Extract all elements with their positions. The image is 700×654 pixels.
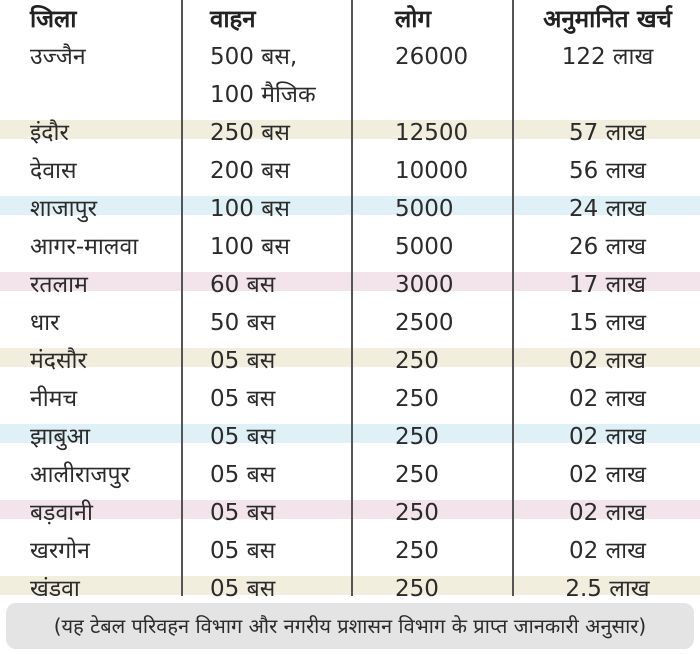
- column-divider: [351, 0, 353, 596]
- vehicles-cell: 05 बस: [210, 538, 276, 564]
- people-cell: 250: [395, 386, 439, 412]
- cost-cell: 26 लाख: [569, 234, 646, 260]
- cost-cell: 02 लाख: [569, 424, 646, 450]
- vehicles-cell: 05 बस: [210, 386, 276, 412]
- cost-cell: 02 लाख: [569, 500, 646, 526]
- source-footnote: (यह टेबल परिवहन विभाग और नगरीय प्रशासन व…: [6, 603, 694, 649]
- district-cell: रतलाम: [30, 272, 88, 298]
- cost-cell: 02 लाख: [569, 538, 646, 564]
- row-stripe: [0, 272, 700, 291]
- cost-cell: 17 लाख: [569, 272, 646, 298]
- cost-cell: 2.5 लाख: [565, 576, 650, 602]
- vehicles-cell: 05 बस: [210, 348, 276, 374]
- row-stripe: [0, 424, 700, 443]
- vehicles-cell: 500 बस, 100 मैजिक: [210, 38, 316, 114]
- people-cell: 250: [395, 538, 439, 564]
- district-cell: खंडवा: [30, 576, 80, 602]
- district-cell: देवास: [30, 158, 77, 184]
- district-cell: शाजापुर: [30, 196, 98, 222]
- vehicles-cell: 200 बस: [210, 158, 290, 184]
- vehicles-cell: 05 बस: [210, 500, 276, 526]
- cost-cell: 122 लाख: [561, 44, 654, 70]
- people-cell: 250: [395, 576, 439, 602]
- district-cell: आगर-मालवा: [30, 234, 139, 260]
- people-cell: 5000: [395, 196, 454, 222]
- cost-cell: 56 लाख: [569, 158, 646, 184]
- column-divider: [181, 0, 183, 596]
- district-cell: खरगोन: [30, 538, 90, 564]
- row-stripe: [0, 120, 700, 139]
- district-cell: धार: [30, 310, 60, 336]
- vehicles-cell: 05 बस: [210, 462, 276, 488]
- people-cell: 10000: [395, 158, 469, 184]
- vehicles-cell: 50 बस: [210, 310, 276, 336]
- row-stripe: [0, 576, 700, 595]
- people-cell: 5000: [395, 234, 454, 260]
- vehicles-cell: 250 बस: [210, 120, 290, 146]
- row-stripe: [0, 348, 700, 367]
- header-estimated-cost: अनुमानित खर्च: [543, 5, 672, 33]
- column-divider: [512, 0, 514, 596]
- people-cell: 250: [395, 500, 439, 526]
- header-district: जिला: [30, 5, 77, 33]
- district-cell: मंदसौर: [30, 348, 87, 374]
- cost-cell: 02 लाख: [569, 462, 646, 488]
- cost-cell: 02 लाख: [569, 348, 646, 374]
- cost-cell: 02 लाख: [569, 386, 646, 412]
- cost-cell: 15 लाख: [569, 310, 646, 336]
- vehicles-line: 100 मैजिक: [210, 82, 316, 108]
- vehicles-line: 500 बस,: [210, 44, 298, 70]
- district-cell: आलीराजपुर: [30, 462, 130, 488]
- vehicles-cell: 100 बस: [210, 234, 290, 260]
- row-stripe: [0, 500, 700, 519]
- people-cell: 250: [395, 348, 439, 374]
- vehicles-cell: 05 बस: [210, 576, 276, 602]
- people-cell: 2500: [395, 310, 454, 336]
- cost-cell: 57 लाख: [569, 120, 646, 146]
- people-cell: 12500: [395, 120, 469, 146]
- vehicles-cell: 100 बस: [210, 196, 290, 222]
- vehicles-cell: 60 बस: [210, 272, 276, 298]
- district-cell: इंदौर: [30, 120, 69, 146]
- vehicles-cell: 05 बस: [210, 424, 276, 450]
- people-cell: 26000: [395, 44, 469, 70]
- row-stripe: [0, 196, 700, 215]
- district-cell: नीमच: [30, 386, 78, 412]
- header-vehicles: वाहन: [210, 5, 256, 33]
- cost-cell: 24 लाख: [569, 196, 646, 222]
- people-cell: 250: [395, 462, 439, 488]
- district-cell: बड़वानी: [30, 500, 93, 526]
- district-transport-table: जिला वाहन लोग अनुमानित खर्च उज्जैन 500 बस…: [0, 0, 700, 602]
- header-people: लोग: [395, 5, 431, 33]
- people-cell: 3000: [395, 272, 454, 298]
- people-cell: 250: [395, 424, 439, 450]
- district-cell: झाबुआ: [30, 424, 90, 450]
- district-cell: उज्जैन: [30, 44, 86, 70]
